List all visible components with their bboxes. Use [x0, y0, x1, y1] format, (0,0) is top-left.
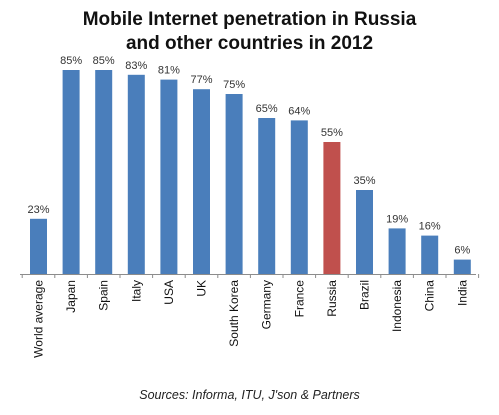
category-label: Brazil [358, 280, 372, 310]
category-label: Japan [64, 280, 78, 313]
category-label: Spain [97, 280, 111, 311]
data-label: 16% [419, 221, 441, 233]
chart-title-line-1: Mobile Internet penetration in Russia [82, 9, 417, 30]
category-label: France [292, 280, 306, 318]
bar-usa [160, 79, 178, 274]
bar-india [453, 259, 471, 274]
bar-japan [62, 70, 80, 274]
bar-brazil [356, 190, 373, 274]
category-label: Germany [260, 280, 274, 329]
category-label: India [455, 280, 469, 306]
data-label: 35% [353, 175, 375, 187]
data-label: 85% [93, 55, 115, 67]
category-label: Russia [325, 280, 339, 317]
bar-uk [193, 89, 210, 274]
category-label: Indonesia [390, 280, 404, 332]
category-label: World average [32, 280, 46, 358]
data-label: 75% [223, 79, 245, 91]
category-label: USA [162, 280, 176, 305]
data-label: 83% [125, 60, 147, 72]
data-label: 64% [288, 105, 310, 117]
source-note: Sources: Informa, ITU, J'son & Partners [139, 388, 360, 402]
data-label: 65% [256, 103, 278, 115]
data-label: 55% [321, 127, 343, 139]
bar-south-korea [225, 94, 243, 274]
data-label: 19% [386, 213, 408, 225]
bar-world-average [30, 218, 47, 274]
category-label: China [423, 280, 437, 312]
data-label: 77% [190, 74, 212, 86]
bar-indonesia [388, 228, 406, 274]
category-label: Italy [129, 280, 143, 302]
chart-title-line-2: and other countries in 2012 [125, 33, 374, 54]
category-label: UK [195, 280, 209, 297]
data-label: 23% [27, 204, 49, 216]
bar-spain [95, 70, 113, 274]
bar-italy [127, 74, 145, 274]
category-label: South Korea [227, 280, 241, 347]
bar-china [421, 235, 439, 274]
bar-france [290, 120, 308, 275]
bar-russia [323, 142, 341, 274]
data-label: 85% [60, 55, 82, 67]
data-label: 6% [454, 245, 470, 257]
data-label: 81% [158, 65, 180, 77]
chart-title: Mobile Internet penetration in Russia an… [0, 8, 499, 56]
bar-germany [258, 118, 276, 274]
